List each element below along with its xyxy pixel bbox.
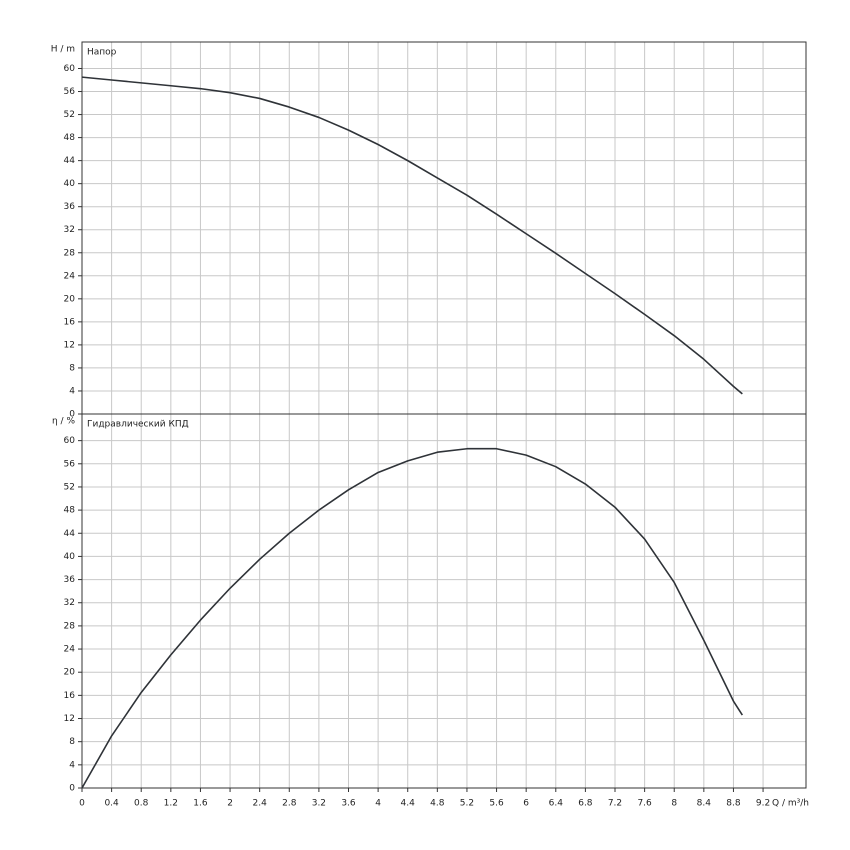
- x-tick-label: 4.8: [430, 799, 445, 809]
- x-tick-label: 5.6: [489, 799, 504, 809]
- y-tick-label: 8: [69, 737, 75, 747]
- x-tick-label: 2.8: [282, 799, 297, 809]
- x-tick-label: 8: [671, 799, 677, 809]
- x-tick-label: 5.2: [460, 799, 474, 809]
- x-tick-label: 6: [523, 799, 529, 809]
- x-tick-label: 1.6: [193, 799, 208, 809]
- x-tick-label: 6.4: [549, 799, 564, 809]
- plot-frame: [81, 413, 807, 789]
- x-tick-label: 4: [375, 799, 381, 809]
- y-axis-label: η / %: [52, 417, 75, 427]
- y-tick-label: 20: [64, 294, 76, 304]
- y-tick-label: 16: [64, 691, 76, 701]
- x-axis-label: Q / m³/h: [772, 799, 809, 809]
- y-tick-label: 52: [64, 110, 75, 120]
- y-tick-label: 16: [64, 317, 76, 327]
- curve: [81, 76, 743, 395]
- curve: [81, 447, 744, 789]
- x-tick-label: 7.2: [608, 799, 622, 809]
- y-tick-label: 24: [64, 645, 76, 655]
- x-tick-label: 0.8: [134, 799, 149, 809]
- y-tick-label: 36: [64, 575, 76, 585]
- y-tick-label: 28: [64, 248, 76, 258]
- y-tick-label: 20: [64, 668, 76, 678]
- x-tick-label: 0.4: [104, 799, 119, 809]
- x-tick-label: 9.2: [756, 799, 770, 809]
- y-tick-label: 40: [64, 179, 76, 189]
- y-tick-label: 28: [64, 621, 76, 631]
- y-tick-label: 12: [64, 714, 75, 724]
- y-tick-label: 0: [69, 784, 75, 794]
- y-tick-label: 0: [69, 410, 75, 420]
- y-tick-label: 4: [69, 760, 75, 770]
- y-tick-label: 32: [64, 225, 75, 235]
- y-tick-label: 48: [64, 133, 76, 143]
- x-tick-label: 8.8: [726, 799, 741, 809]
- y-tick-label: 56: [64, 459, 76, 469]
- plot-frame: [81, 41, 807, 415]
- x-tick-label: 0: [79, 799, 85, 809]
- y-tick-label: 8: [69, 363, 75, 373]
- y-tick-label: 60: [64, 436, 76, 446]
- y-tick-label: 44: [64, 156, 76, 166]
- x-tick-label: 8.4: [697, 799, 712, 809]
- x-tick-label: 4.4: [401, 799, 416, 809]
- y-tick-label: 44: [64, 529, 76, 539]
- y-tick-label: 56: [64, 87, 76, 97]
- x-tick-label: 3.6: [341, 799, 356, 809]
- y-tick-label: 40: [64, 552, 76, 562]
- y-tick-label: 60: [64, 64, 76, 74]
- x-tick-label: 6.8: [578, 799, 593, 809]
- x-tick-label: 2.4: [253, 799, 268, 809]
- panel-title: Гидравлический КПД: [87, 420, 189, 430]
- y-tick-label: 52: [64, 482, 75, 492]
- panel-title: Напор: [87, 48, 117, 58]
- x-tick-label: 1.2: [164, 799, 178, 809]
- y-tick-label: 36: [64, 202, 76, 212]
- x-tick-label: 7.6: [637, 799, 652, 809]
- y-tick-label: 32: [64, 598, 75, 608]
- x-tick-label: 3.2: [312, 799, 326, 809]
- y-tick-label: 12: [64, 340, 75, 350]
- x-tick-label: 2: [227, 799, 233, 809]
- y-tick-label: 24: [64, 271, 76, 281]
- y-axis-label: H / m: [51, 45, 75, 55]
- y-tick-label: 4: [69, 386, 75, 396]
- y-tick-label: 48: [64, 506, 76, 516]
